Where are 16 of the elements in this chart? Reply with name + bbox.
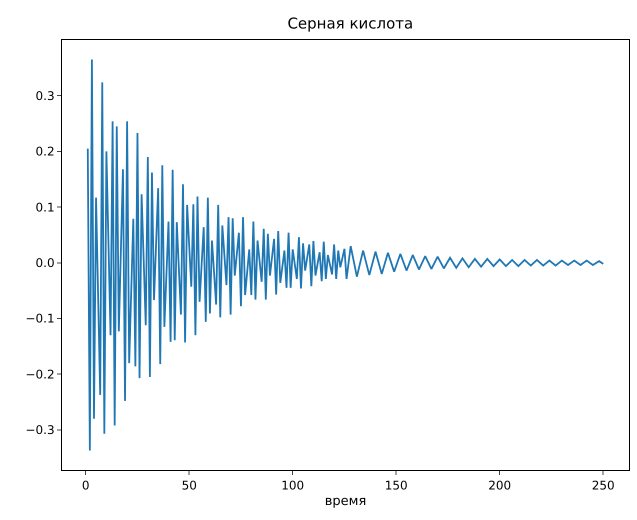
x-tick-label: 0 [82,478,90,492]
x-tick-label: 100 [281,478,304,492]
x-tick-label: 250 [592,478,615,492]
chart-title: Серная кислота [287,14,414,33]
x-tick-label: 150 [384,478,408,492]
y-tick-label: 0.2 [36,144,55,159]
x-tick-label: 200 [488,478,512,492]
y-tick-label: 0.1 [36,200,55,214]
x-axis-title: время [324,494,366,509]
line-series [86,58,604,452]
y-tick-label: −0.2 [25,367,55,382]
x-tick-label: 50 [182,478,197,492]
y-tick-label: 0.3 [36,88,55,103]
y-tick-label: −0.1 [25,312,55,326]
y-tick-label: −0.3 [25,423,55,438]
y-tick-label: 0.0 [36,256,55,270]
